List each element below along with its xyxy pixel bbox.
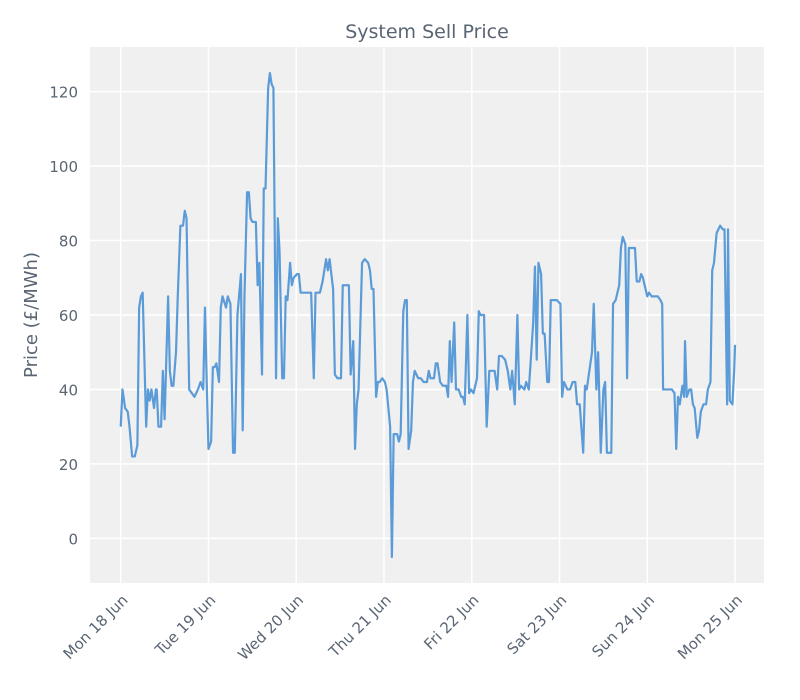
y-tick-label: 120 [49, 84, 78, 102]
price-line [119, 71, 737, 559]
chart-title: System Sell Price [345, 21, 509, 43]
x-tick-label: Tue 19 Jun [151, 591, 219, 659]
x-tick-label: Mon 25 Jun [674, 591, 746, 663]
y-tick-label: 60 [59, 307, 78, 325]
y-tick-label: 0 [68, 530, 78, 548]
x-tick-label: Wed 20 Jun [234, 591, 307, 664]
y-axis-label: Price (£/MWh) [21, 252, 42, 378]
x-tick-label: Sat 23 Jun [503, 591, 570, 658]
y-tick-label: 100 [49, 158, 78, 176]
x-tick-label: Mon 18 Jun [60, 591, 132, 663]
x-tick-label: Thu 21 Jun [325, 591, 395, 661]
x-tick-label: Fri 22 Jun [420, 591, 482, 653]
x-tick-label: Sun 24 Jun [588, 591, 658, 661]
y-tick-label: 40 [59, 381, 78, 399]
y-tick-label: 80 [59, 233, 78, 251]
y-tick-label: 20 [59, 456, 78, 474]
